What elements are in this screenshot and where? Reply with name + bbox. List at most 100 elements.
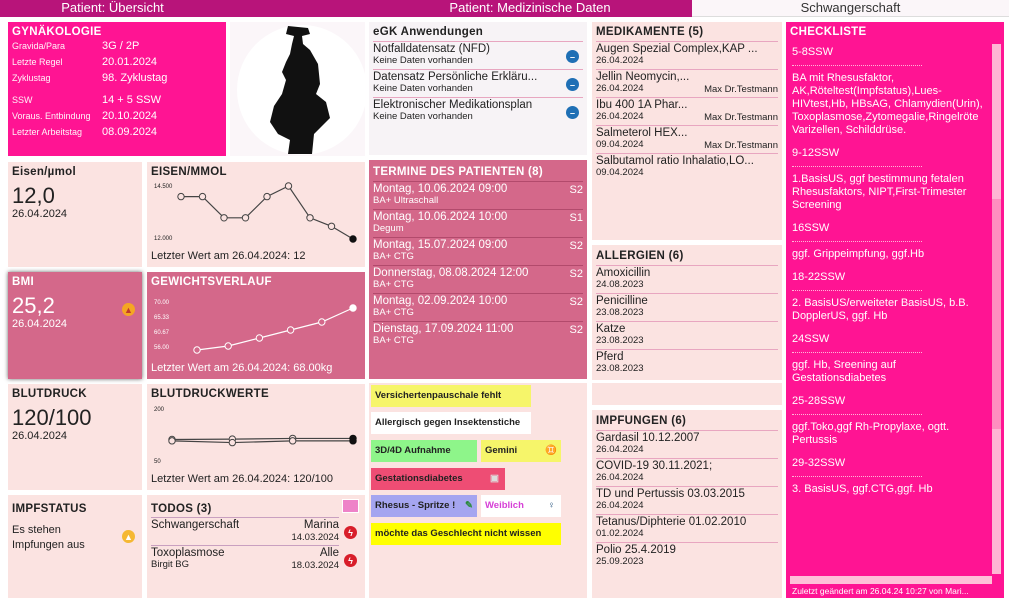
termin-room: S1 — [569, 212, 583, 224]
minus-circle-icon[interactable]: – — [566, 50, 579, 63]
flag-gestationsdiabetes[interactable]: Gestationsdiabetes ▣ — [371, 468, 505, 490]
medikament-item[interactable]: Ibu 400 1A Phar... 26.04.2024 Max Dr.Testm… — [596, 97, 778, 125]
termin-datetime: Dienstag, 17.09.2024 11:00 — [373, 323, 514, 335]
termin-datetime: Montag, 10.06.2024 10:00 — [373, 211, 508, 223]
egk-item[interactable]: Notfalldatensatz (NFD) Keine Daten vorhan… — [373, 41, 583, 69]
medikament-item[interactable]: Salmeterol HEX... 09.04.2024 Max Dr.Testma… — [596, 125, 778, 153]
termin-item[interactable]: Dienstag, 17.09.2024 11:00 BA+ CTG S2 — [373, 321, 583, 349]
data-point[interactable] — [284, 182, 293, 190]
bmi-card[interactable]: BMI 25,2 26.04.2024 ▲ — [8, 272, 142, 379]
termin-item[interactable]: Montag, 10.06.2024 10:00 Degum S1 — [373, 209, 583, 237]
syringe-icon: ✎ — [465, 500, 473, 511]
flag-weiblich[interactable]: Weiblich ♀ — [481, 495, 561, 517]
checkliste-section-heading: 24SSW — [792, 333, 830, 345]
termin-item[interactable]: Montag, 02.09.2024 10:00 BA+ CTG S2 — [373, 293, 583, 321]
gyn-row: Voraus. Entbindung 20.10.2024 — [12, 108, 222, 124]
data-point[interactable] — [228, 438, 237, 447]
todo-title: Schwangerschaft — [151, 519, 240, 531]
flag-rhesus-spritze[interactable]: Rhesus - Spritze ! ✎ — [371, 495, 477, 517]
todo-item[interactable]: Toxoplasmose Birgit BG Alle 18.03.2024 ϟ — [151, 545, 357, 573]
eisen-title: Eisen/µmol — [12, 166, 76, 178]
data-point[interactable] — [193, 346, 201, 354]
data-point[interactable] — [349, 437, 357, 445]
data-point[interactable] — [286, 326, 295, 334]
priority-lightning-icon: ϟ — [344, 526, 357, 539]
egk-item[interactable]: Datensatz Persönliche Erkläru... Keine Da… — [373, 69, 583, 97]
impfungen-item[interactable]: TD und Pertussis 03.03.2015 26.04.2024 — [596, 486, 778, 514]
allergien-item[interactable]: Penicilline 23.08.2023 — [596, 293, 778, 321]
allergien-name: Pferd — [596, 351, 624, 363]
impfungen-item[interactable]: Tetanus/Diphterie 01.02.2010 01.02.2024 — [596, 514, 778, 542]
medikament-item[interactable]: Augen Spezial Complex,KAP ... 26.04.2024 — [596, 41, 778, 69]
tab-medizinische-daten[interactable]: Patient: Medizinische Daten — [449, 0, 611, 15]
impfungen-name: Polio 25.4.2019 — [596, 544, 676, 556]
checkliste-section-heading: 5-8SSW — [792, 46, 833, 58]
checkliste-card: CHECKLISTE 5-8SSW BA mit Rhesusfaktor, AK… — [786, 22, 1004, 598]
allergien-item[interactable]: Amoxicillin 24.08.2023 — [596, 265, 778, 293]
minus-circle-icon[interactable]: – — [566, 78, 579, 91]
termin-item[interactable]: Donnerstag, 08.08.2024 12:00 BA+ CTG S2 — [373, 265, 583, 293]
flag-gemini[interactable]: Gemini ♊ — [481, 440, 561, 462]
data-point[interactable] — [168, 437, 176, 445]
data-point[interactable] — [349, 304, 357, 312]
termin-type: BA+ Ultraschall — [373, 195, 439, 206]
priority-lightning-icon: ϟ — [344, 554, 357, 567]
impfungen-item[interactable]: Gardasil 10.12.2007 26.04.2024 — [596, 430, 778, 458]
tab-patient-uebersicht[interactable]: Patient: Übersicht — [61, 0, 164, 15]
data-point[interactable] — [318, 318, 326, 326]
impfungen-item[interactable]: COVID-19 30.11.2021; 26.04.2024 — [596, 458, 778, 486]
gynaekologie-card: GYNÄKOLOGIE Gravida/Para 3G / 2P Letzte Re… — [8, 22, 226, 156]
data-point[interactable] — [241, 214, 250, 222]
data-point[interactable] — [224, 342, 232, 350]
impfungen-date: 25.09.2023 — [596, 556, 644, 567]
egk-item[interactable]: Elektronischer Medikationsplan Keine Date… — [373, 97, 583, 125]
allergien-name: Penicilline — [596, 295, 648, 307]
medikament-item[interactable]: Jellin Neomycin,... 26.04.2024 Max Dr.Test… — [596, 69, 778, 97]
gyn-row: Letzte Regel 20.01.2024 — [12, 54, 222, 70]
impfungen-list: Gardasil 10.12.2007 26.04.2024 COVID-19 30… — [596, 430, 778, 570]
bmi-value: 25,2 — [12, 293, 55, 318]
add-todo-button[interactable] — [342, 499, 359, 513]
allergien-item[interactable]: Pferd 23.08.2023 — [596, 349, 778, 377]
termin-room: S2 — [569, 184, 583, 196]
vertical-scrollbar[interactable] — [992, 44, 1001, 574]
termin-item[interactable]: Montag, 15.07.2024 09:00 BA+ CTG S2 — [373, 237, 583, 265]
divider — [792, 166, 922, 167]
minus-circle-icon[interactable]: – — [566, 106, 579, 119]
flag-allergisch[interactable]: Allergisch gegen Insektenstiche — [371, 412, 531, 434]
impfstatus-text: Es stehen Impfungen aus — [12, 524, 85, 551]
series-line — [196, 307, 354, 351]
egk-item-title: Notfalldatensatz (NFD) — [373, 43, 490, 55]
flag-3d4d-aufnahme[interactable]: 3D/4D Aufnahme — [371, 440, 477, 462]
data-point[interactable] — [198, 192, 207, 201]
data-point[interactable] — [349, 235, 357, 243]
flag-versichertenpauschale[interactable]: Versichertenpauschale fehlt — [371, 385, 531, 407]
flag-geschlecht[interactable]: möchte das Geschlecht nicht wissen — [371, 523, 561, 545]
divider — [792, 476, 922, 477]
data-point[interactable] — [327, 222, 336, 230]
data-point[interactable] — [220, 214, 228, 222]
data-point[interactable] — [255, 334, 264, 342]
todo-item[interactable]: Schwangerschaft Marina 14.03.2024 ϟ — [151, 517, 357, 545]
y-tick-label: 12.000 — [154, 236, 173, 242]
impfungen-date: 26.04.2024 — [596, 472, 644, 483]
data-point[interactable] — [263, 192, 271, 201]
horizontal-scrollbar[interactable] — [790, 576, 992, 584]
divider — [792, 65, 922, 66]
termin-type: BA+ CTG — [373, 251, 414, 262]
data-point[interactable] — [306, 214, 314, 222]
data-point[interactable] — [288, 437, 297, 445]
allergien-date: 23.08.2023 — [596, 335, 644, 346]
medikament-item[interactable]: Salbutamol ratio Inhalatio,LO... 09.04.20… — [596, 153, 778, 181]
medikament-doctor: Max Dr.Testmann — [704, 140, 778, 151]
allergien-item[interactable]: Katze 23.08.2023 — [596, 321, 778, 349]
series-line — [171, 440, 353, 444]
gyn-value: 08.09.2024 — [102, 126, 158, 138]
gyn-label: Zyklustag — [12, 73, 51, 83]
data-point[interactable] — [177, 192, 185, 201]
tab-schwangerschaft[interactable]: Schwangerschaft — [692, 0, 1009, 17]
impfungen-item[interactable]: Polio 25.4.2019 25.09.2023 — [596, 542, 778, 570]
termin-item[interactable]: Montag, 10.06.2024 09:00 BA+ Ultraschall S… — [373, 181, 583, 209]
divider — [792, 352, 922, 353]
impfstatus-title: IMPFSTATUS — [12, 503, 87, 515]
